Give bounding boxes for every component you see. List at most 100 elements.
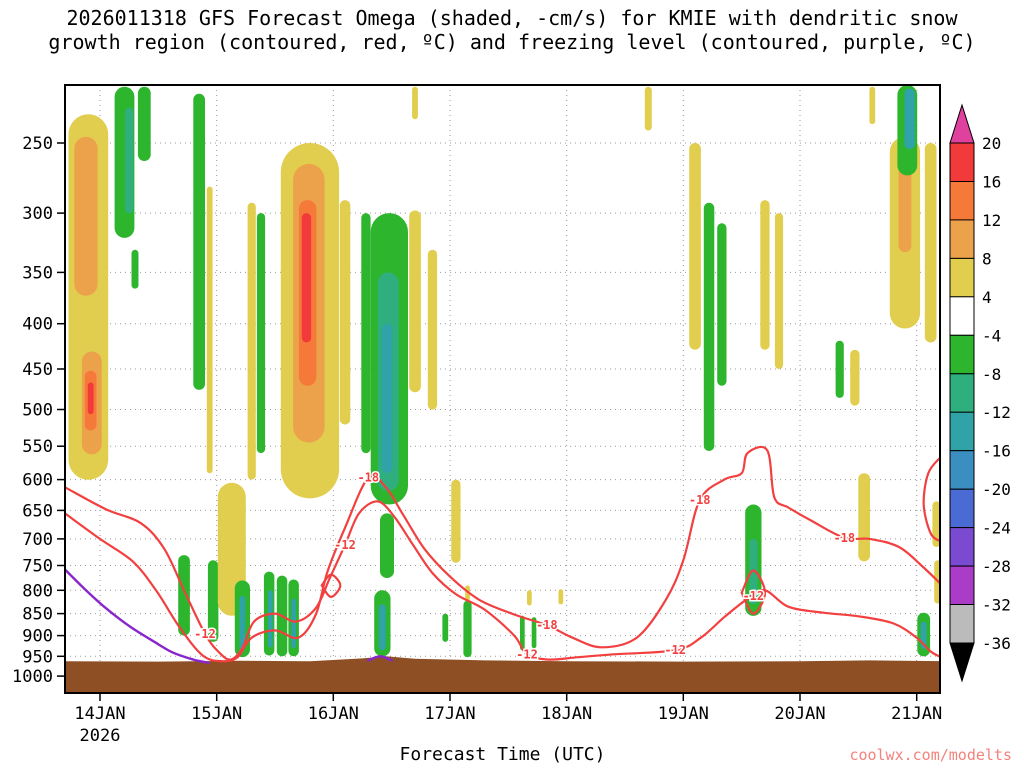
- colorbar-label: -8: [982, 365, 1001, 384]
- shaded-region: [125, 107, 134, 214]
- y-tick-label: 400: [22, 315, 53, 335]
- contour-label: -12: [664, 643, 686, 657]
- shaded-region: [380, 513, 394, 579]
- colorbar-label: -12: [982, 403, 1011, 422]
- shaded-region: [527, 590, 532, 606]
- freezing-level-contours: [65, 568, 393, 664]
- y-tick-label: 500: [22, 401, 53, 421]
- surface-fill: [65, 656, 940, 693]
- shaded-region: [869, 86, 876, 125]
- colorbar-label: 8: [982, 249, 992, 268]
- shaded-region: [644, 86, 652, 131]
- x-tick-label: 15JAN: [191, 704, 242, 724]
- purple-contour: [65, 568, 210, 664]
- shaded-region: [409, 210, 421, 393]
- y-tick-label: 350: [22, 263, 53, 283]
- colorbar-label: 16: [982, 173, 1001, 192]
- shaded-region: [858, 473, 870, 562]
- shaded-region: [74, 136, 98, 296]
- shaded-region: [774, 213, 784, 369]
- y-tick-label: 650: [22, 501, 53, 521]
- colorbar-segment: [949, 219, 975, 259]
- shaded-region: [361, 213, 371, 454]
- shaded-region: [339, 200, 351, 425]
- shaded-region: [749, 538, 758, 605]
- chart-title: 2026011318 GFS Forecast Omega (shaded, -…: [0, 6, 1024, 54]
- colorbar: 20 16 12 8 4 -4 -8 -12 -16 -20 -24 -28 -32 -36: [949, 103, 1011, 683]
- x-tick-label: 21JAN: [891, 704, 942, 724]
- shaded-region: [932, 501, 940, 547]
- axes: 2503003504004505005506006507007508008509…: [12, 84, 942, 746]
- chart-title-line1: 2026011318 GFS Forecast Omega (shaded, -…: [66, 6, 958, 30]
- colorbar-segment: [949, 373, 975, 413]
- x-tick-label: 19JAN: [658, 704, 709, 724]
- x-tick-label: 18JAN: [541, 704, 592, 724]
- contour-label: -18: [689, 493, 711, 507]
- x-tick-label: 16JAN: [308, 704, 359, 724]
- y-tick-label: 950: [22, 647, 53, 667]
- red-contour: [922, 456, 940, 543]
- y-tick-label: 750: [22, 557, 53, 577]
- shaded-region: [239, 596, 246, 651]
- red-contour: [65, 445, 940, 663]
- x-tick-label: 20JAN: [774, 704, 825, 724]
- colorbar-label: 20: [982, 134, 1001, 153]
- colorbar-label: -4: [982, 326, 1001, 345]
- contour-label: -12: [516, 647, 538, 661]
- shaded-region: [87, 382, 94, 415]
- shaded-region: [442, 613, 449, 642]
- colorbar-label: -16: [982, 442, 1011, 461]
- shaded-region: [207, 560, 219, 642]
- colorbar-segment: [949, 565, 975, 606]
- colorbar-segment: [949, 411, 975, 452]
- colorbar-label: 4: [982, 288, 992, 307]
- plot-border: [64, 84, 941, 694]
- shaded-region: [760, 200, 770, 350]
- shaded-region: [835, 340, 844, 398]
- y-tick-label: 250: [22, 134, 53, 154]
- shaded-region: [256, 213, 266, 454]
- colorbar-label: -28: [982, 557, 1011, 576]
- contour-label: -18: [833, 531, 855, 545]
- shaded-region: [301, 213, 312, 343]
- y-tick-label: 900: [22, 627, 53, 647]
- watermark: coolwx.com/modelts: [849, 746, 1012, 764]
- contour-label: -18: [536, 618, 558, 632]
- y-tick-label: 1000: [12, 667, 53, 687]
- shaded-region: [717, 223, 727, 386]
- purple-contour: [367, 655, 393, 662]
- colorbar-segment: [949, 257, 975, 298]
- colorbar-segment: [949, 296, 975, 336]
- surface-layer: [65, 656, 940, 693]
- shaded-region: [291, 598, 296, 649]
- shaded-region: [381, 323, 393, 474]
- shaded-region: [924, 143, 937, 343]
- colorbar-segment: [949, 450, 975, 490]
- shaded-region: [427, 249, 438, 410]
- y-tick-label: 450: [22, 360, 53, 380]
- shaded-region: [137, 86, 151, 161]
- shaded-region: [689, 143, 701, 350]
- y-tick-label: 550: [22, 437, 53, 457]
- shaded-region: [703, 202, 715, 451]
- shaded-region: [898, 155, 912, 253]
- colorbar-segment: [949, 181, 975, 221]
- colorbar-segment: [949, 334, 975, 375]
- colorbar-label: -36: [982, 634, 1011, 653]
- shaded-region: [247, 202, 256, 480]
- y-tick-label: 300: [22, 204, 53, 224]
- shaded-region: [193, 93, 205, 390]
- shaded-region: [178, 555, 190, 636]
- colorbar-segment: [949, 142, 975, 182]
- shaded-region: [850, 349, 860, 406]
- shaded-region: [206, 186, 213, 474]
- colorbar-segment: [949, 488, 975, 529]
- red-contour: [320, 573, 342, 598]
- contour-label: -12: [194, 627, 216, 641]
- shaded-region: [412, 86, 418, 120]
- y-tick-label: 600: [22, 471, 53, 491]
- contour-label: -18: [357, 471, 379, 485]
- shaded-region: [520, 615, 525, 651]
- shaded-region: [558, 589, 564, 605]
